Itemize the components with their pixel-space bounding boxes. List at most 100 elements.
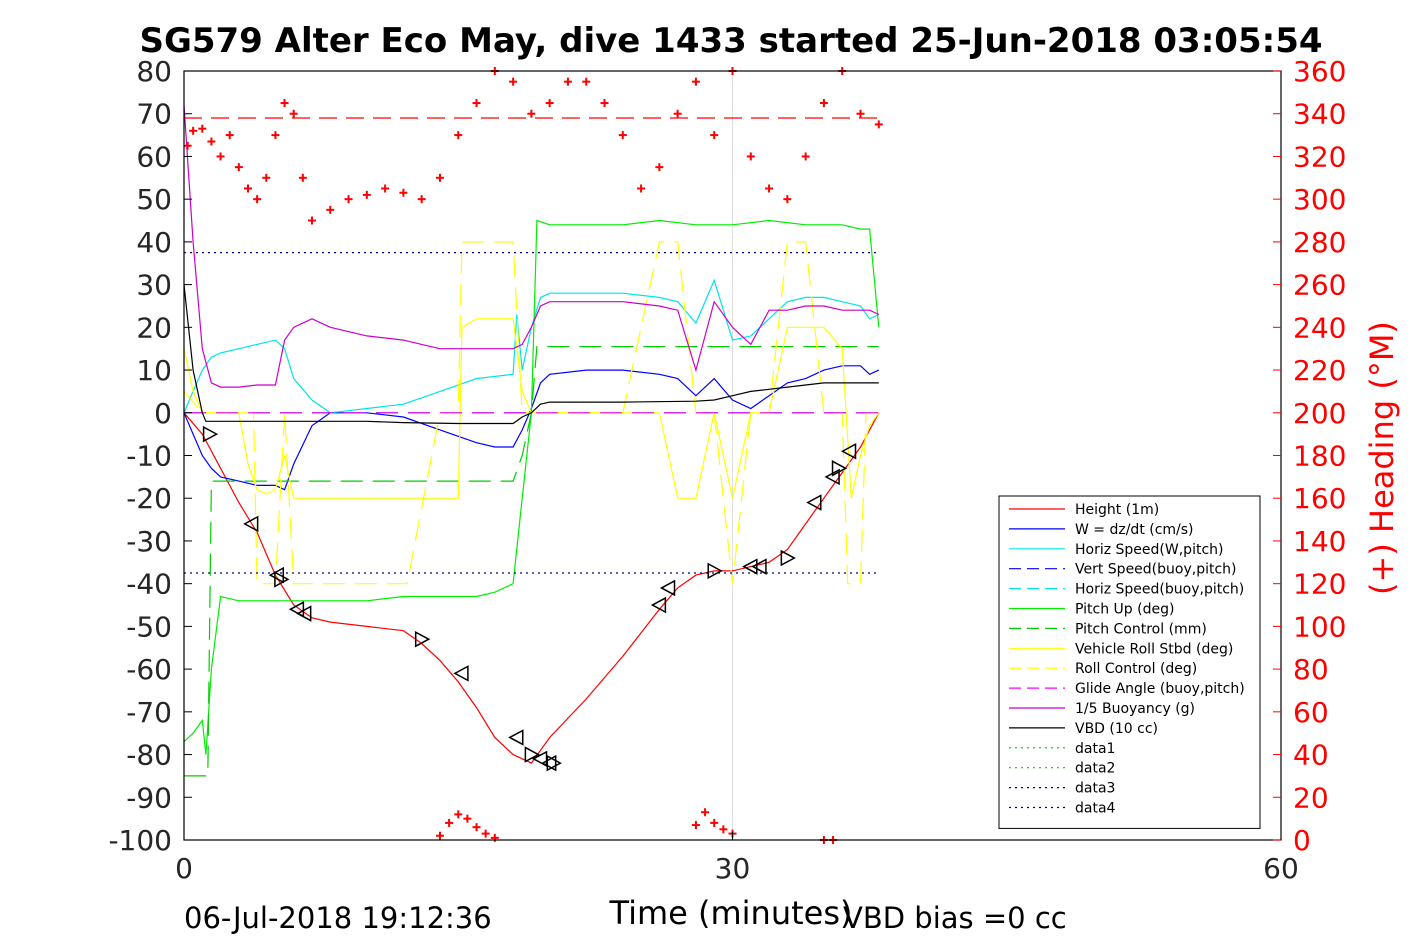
right-tick-label: 20 [1293,781,1329,814]
right-tick-label: 240 [1293,311,1346,344]
chart-title: SG579 Alter Eco May, dive 1433 started 2… [139,21,1322,61]
heading-point [183,141,192,150]
x-tick-label: 60 [1263,852,1299,885]
height-marker [453,665,469,682]
heading-point [344,195,353,204]
series-line-7 [183,318,880,499]
y-tick-label: -70 [126,696,172,729]
heading-point [326,205,335,214]
right-tick-label: 220 [1293,354,1346,387]
legend-entry: data4 [1075,801,1116,817]
heading-point [298,173,307,182]
heading-point [509,77,518,86]
series-line-6 [184,346,879,777]
heading-point [582,77,591,86]
heading-point [463,814,472,823]
right-tick-label: 340 [1293,98,1346,131]
legend-entry: VBD (10 cc) [1075,721,1158,737]
footer-vbd-bias: VBD bias =0 cc [843,901,1067,935]
heading-point [691,77,700,86]
height-marker [288,601,305,618]
heading-point [362,190,371,199]
height-marker [650,596,667,614]
y-tick-label: -20 [126,482,172,515]
heading-point [262,173,271,182]
right-tick-label: 140 [1293,525,1346,558]
series-line-8 [183,241,879,585]
right-axis-label: (+) Heading (°M) [1363,321,1401,595]
heading-point [207,137,216,146]
right-tick-label: 120 [1293,568,1346,601]
heading-point [381,184,390,193]
y-tick-label: 70 [136,98,172,131]
y-tick-label: 20 [136,311,172,344]
heading-point [253,195,262,204]
heading-point [563,77,572,86]
heading-point [399,188,408,197]
series-line-5 [183,219,880,755]
heading-point [454,810,463,819]
right-tick-label: 260 [1293,269,1346,302]
height-marker [541,754,557,772]
heading-point [691,821,700,830]
x-axis-label: Time (minutes) [609,894,853,932]
heading-point [746,152,755,161]
heading-point [856,109,865,118]
height-marker [840,442,857,460]
heading-point [710,131,719,140]
heading-point [618,131,627,140]
y-tick-label: -100 [108,824,172,857]
heading-point [655,163,664,172]
legend-entry: Horiz Speed(buoy,pitch) [1075,582,1244,598]
right-tick-label: 80 [1293,653,1329,686]
y-tick-label: -10 [126,440,172,473]
heading-point [481,829,490,838]
legend-entry: data2 [1075,761,1115,777]
right-tick-label: 100 [1293,610,1346,643]
y-tick-label: 50 [136,183,172,216]
heading-point [445,818,454,827]
y-tick-label: 30 [136,269,172,302]
heading-point [874,120,883,129]
height-marker [531,750,548,768]
y-tick-label: 10 [136,354,172,387]
series-line-2 [183,278,880,414]
height-marker [806,494,822,511]
height-marker [508,729,524,746]
heading-point [765,184,774,193]
heading-point [710,818,719,827]
legend-entry: Glide Angle (buoy,pitch) [1075,681,1245,697]
heading-point [271,131,280,140]
y-tick-label: -60 [126,653,172,686]
legend-entry: Vehicle Roll Stbd (deg) [1075,641,1233,657]
legend-entry: Roll Control (deg) [1075,661,1197,677]
right-tick-label: 200 [1293,397,1346,430]
height-marker [751,558,767,575]
height-marker [707,562,723,580]
y-tick-label: -40 [126,568,172,601]
heading-point [819,99,828,108]
height-marker [202,425,219,443]
right-tick-label: 320 [1293,140,1346,173]
height-marker [742,558,758,575]
height-marker [780,549,796,567]
right-tick-label: 280 [1293,226,1346,259]
heading-point [472,823,481,832]
heading-point [701,808,710,817]
y-tick-label: 80 [136,55,172,88]
series-line-10 [183,105,880,388]
y-tick-label: -30 [126,525,172,558]
heading-point [198,124,207,133]
right-tick-label: 360 [1293,55,1346,88]
y-tick-label: -80 [126,739,172,772]
heading-point [435,831,444,840]
heading-point [637,184,646,193]
heading-point [189,126,198,135]
heading-point [454,131,463,140]
legend-entry: Pitch Control (mm) [1075,621,1207,637]
series-line-1 [183,365,880,491]
legend-entry: Vert Speed(buoy,pitch) [1075,562,1237,578]
legend-entry: 1/5 Buoyancy (g) [1075,701,1195,717]
footer-timestamp: 06-Jul-2018 19:12:36 [184,901,492,935]
